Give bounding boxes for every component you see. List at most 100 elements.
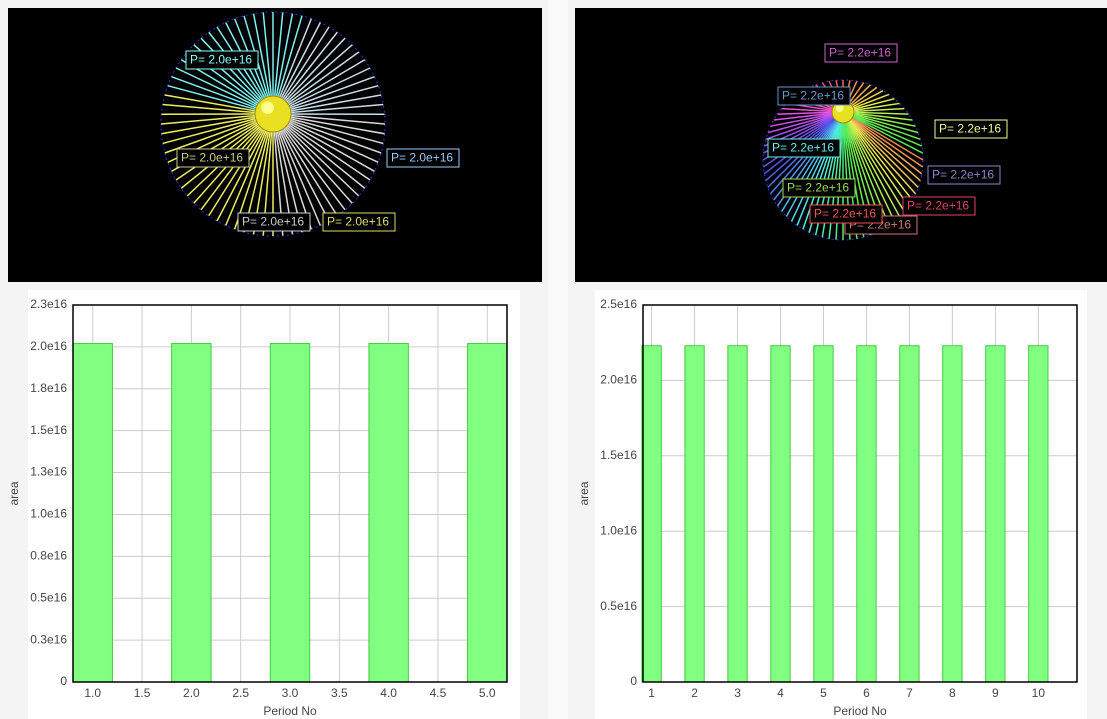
area-label: P= 2.2e+16 bbox=[939, 122, 1001, 136]
x-tick-label: 4.0 bbox=[380, 686, 397, 700]
x-tick-label: 4 bbox=[777, 686, 784, 700]
y-tick-label: 1.5e16 bbox=[600, 448, 637, 462]
radius-line bbox=[164, 113, 274, 154]
radius-line bbox=[162, 113, 274, 145]
x-tick-label: 1.0 bbox=[84, 686, 101, 700]
radius-line bbox=[842, 111, 923, 175]
radius-line bbox=[272, 113, 303, 233]
label-box bbox=[927, 165, 1001, 185]
radius-line bbox=[272, 113, 386, 125]
y-tick-label: 2.0e16 bbox=[30, 339, 67, 353]
chart-panel bbox=[595, 290, 1087, 719]
radius-line bbox=[765, 111, 844, 141]
label-box bbox=[934, 119, 1008, 139]
radius-line bbox=[272, 113, 375, 172]
area-label: P= 2.0e+16 bbox=[327, 215, 389, 229]
plot-frame bbox=[72, 304, 508, 683]
area-label: P= 2.2e+16 bbox=[907, 199, 969, 213]
label-box bbox=[782, 178, 856, 198]
label-box bbox=[322, 212, 396, 232]
bar bbox=[770, 345, 791, 683]
radius-line bbox=[842, 111, 921, 182]
radius-line bbox=[272, 113, 338, 217]
radius-line bbox=[272, 113, 366, 189]
label-box bbox=[777, 86, 851, 106]
sun bbox=[254, 95, 292, 133]
bar bbox=[467, 343, 508, 683]
y-tick-label: 1.5e16 bbox=[30, 423, 67, 437]
label-box bbox=[824, 43, 898, 63]
x-tick-label: 1.5 bbox=[134, 686, 151, 700]
x-axis-title: Period No bbox=[263, 704, 317, 718]
radius-line bbox=[790, 111, 844, 222]
y-axis-title: area bbox=[7, 481, 21, 505]
area-label: P= 2.0e+16 bbox=[181, 151, 243, 165]
radius-line bbox=[272, 113, 353, 204]
radius-line bbox=[842, 111, 919, 188]
label-box bbox=[386, 148, 460, 168]
y-tick-label: 0.8e16 bbox=[30, 549, 67, 563]
radius-line bbox=[842, 111, 913, 201]
x-axis-title: Period No bbox=[833, 704, 887, 718]
radius-line bbox=[175, 113, 274, 181]
area-label: P= 2.0e+16 bbox=[391, 151, 453, 165]
radius-line bbox=[272, 113, 384, 145]
bar bbox=[72, 343, 113, 683]
x-tick-label: 7 bbox=[906, 686, 913, 700]
radius-line bbox=[842, 111, 905, 212]
bar bbox=[171, 343, 212, 683]
label-box bbox=[767, 138, 841, 158]
bar bbox=[899, 345, 920, 683]
x-tick-label: 10 bbox=[1032, 686, 1046, 700]
radius-line bbox=[160, 113, 274, 125]
x-tick-label: 4.5 bbox=[430, 686, 447, 700]
bar bbox=[1028, 345, 1049, 683]
radius-line bbox=[272, 113, 313, 230]
y-tick-label: 1.0e16 bbox=[30, 507, 67, 521]
bar bbox=[727, 345, 748, 683]
radius-line bbox=[233, 113, 274, 230]
x-tick-label: 6 bbox=[863, 686, 870, 700]
sun-highlight bbox=[835, 104, 844, 112]
radius-line bbox=[842, 111, 919, 134]
radius-line bbox=[842, 111, 924, 154]
bar bbox=[942, 345, 963, 683]
label-box bbox=[902, 196, 976, 216]
radius-line bbox=[767, 111, 844, 134]
divider bbox=[548, 0, 568, 719]
radius-line bbox=[272, 113, 330, 222]
radius-line bbox=[272, 113, 322, 226]
radius-line bbox=[796, 111, 844, 226]
y-axis-title: area bbox=[577, 481, 591, 505]
radius-line bbox=[224, 113, 274, 226]
y-tick-label: 1.0e16 bbox=[600, 523, 637, 537]
radius-line bbox=[272, 113, 379, 163]
y-tick-label: 0 bbox=[60, 674, 67, 688]
label-box bbox=[237, 212, 311, 232]
plot-frame bbox=[642, 304, 1078, 683]
x-tick-label: 3.5 bbox=[331, 686, 348, 700]
x-tick-label: 5.0 bbox=[479, 686, 496, 700]
x-tick-label: 3 bbox=[734, 686, 741, 700]
radius-line bbox=[773, 111, 844, 121]
area-label: P= 2.2e+16 bbox=[782, 89, 844, 103]
bar bbox=[269, 343, 311, 683]
radius-line bbox=[842, 111, 910, 207]
radius-line bbox=[243, 113, 274, 233]
bar bbox=[368, 343, 409, 683]
area-label: P= 2.2e+16 bbox=[932, 168, 994, 182]
x-tick-label: 8 bbox=[949, 686, 956, 700]
radius-line bbox=[770, 111, 844, 127]
x-tick-label: 2 bbox=[691, 686, 698, 700]
radius-line bbox=[842, 111, 924, 161]
y-tick-label: 2.3e16 bbox=[30, 297, 67, 311]
area-label: P= 2.0e+16 bbox=[242, 215, 304, 229]
radius-line bbox=[842, 111, 924, 168]
bar bbox=[813, 345, 834, 683]
radius-line bbox=[161, 113, 274, 135]
x-tick-label: 9 bbox=[992, 686, 999, 700]
radius-line bbox=[842, 111, 917, 195]
y-tick-label: 1.3e16 bbox=[30, 465, 67, 479]
